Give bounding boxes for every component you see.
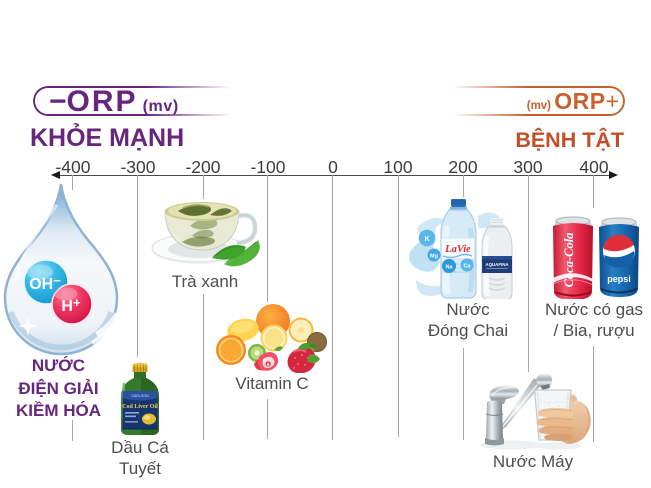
svg-text:Na: Na <box>445 265 453 271</box>
svg-text:Ca: Ca <box>463 264 471 270</box>
svg-text:Mg: Mg <box>430 254 438 260</box>
svg-text:CARLSON: CARLSON <box>131 394 149 398</box>
svg-text:pepsi: pepsi <box>607 274 631 284</box>
svg-text:K: K <box>424 236 429 243</box>
svg-text:Cod Liver Oil: Cod Liver Oil <box>122 404 158 410</box>
svg-text:LaVie: LaVie <box>444 244 471 255</box>
svg-text:AQUAFINA: AQUAFINA <box>485 262 509 267</box>
svg-text:Coca‑Cola: Coca‑Cola <box>562 233 576 288</box>
